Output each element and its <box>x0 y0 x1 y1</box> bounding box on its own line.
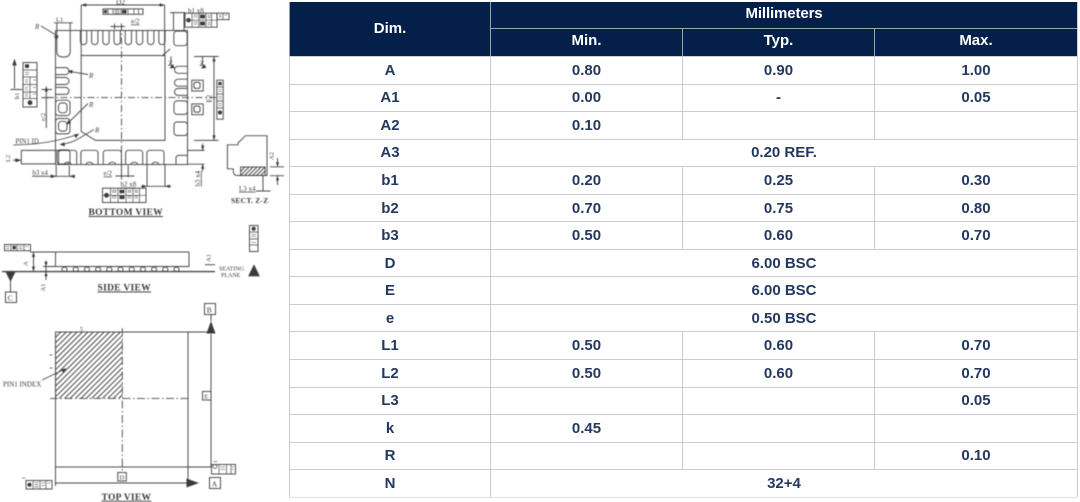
svg-text:D: D <box>120 475 125 482</box>
svg-text:A1: A1 <box>206 254 213 262</box>
svg-text:b3 x4: b3 x4 <box>33 170 49 177</box>
svg-text:SIDE VIEW: SIDE VIEW <box>98 284 152 294</box>
svg-text:SEATING: SEATING <box>219 267 245 273</box>
svg-text:L3 x4: L3 x4 <box>239 185 256 193</box>
svg-text:R: R <box>94 127 100 135</box>
svg-text:R: R <box>88 101 94 109</box>
svg-text:PIN1 INDEX: PIN1 INDEX <box>3 381 41 389</box>
svg-text:E2: E2 <box>206 94 214 102</box>
svg-text:b1 x8: b1 x8 <box>188 7 204 15</box>
svg-text:PLANE: PLANE <box>221 273 241 279</box>
svg-text:A: A <box>23 261 30 266</box>
svg-text:BOTTOM VIEW: BOTTOM VIEW <box>89 208 164 218</box>
svg-text:L1: L1 <box>56 17 63 24</box>
svg-text:A2: A2 <box>269 152 276 160</box>
svg-text:R: R <box>34 23 40 31</box>
svg-text:b1: b1 <box>14 93 21 100</box>
svg-text:Z: Z <box>200 59 205 68</box>
svg-text:b3 x4: b3 x4 <box>194 170 202 186</box>
svg-text:E: E <box>204 394 208 401</box>
svg-text:TOP VIEW: TOP VIEW <box>102 493 152 502</box>
svg-text:SECT. Z-Z: SECT. Z-Z <box>231 196 269 205</box>
svg-text:b2 x8: b2 x8 <box>121 181 137 189</box>
svg-text:A: A <box>212 480 218 489</box>
svg-text:B: B <box>207 306 212 315</box>
svg-text:L2: L2 <box>5 155 12 162</box>
svg-text:A1: A1 <box>40 284 47 292</box>
svg-text:C: C <box>8 294 13 303</box>
svg-text:Z: Z <box>168 59 173 68</box>
svg-text:e/2: e/2 <box>40 113 47 121</box>
svg-text:R: R <box>88 72 94 80</box>
svg-text:e/2: e/2 <box>104 170 113 178</box>
svg-text:PIN1 ID: PIN1 ID <box>16 138 39 145</box>
svg-text:D2: D2 <box>116 0 125 7</box>
svg-text:5: 5 <box>80 327 83 333</box>
svg-text:e/2: e/2 <box>131 18 140 26</box>
